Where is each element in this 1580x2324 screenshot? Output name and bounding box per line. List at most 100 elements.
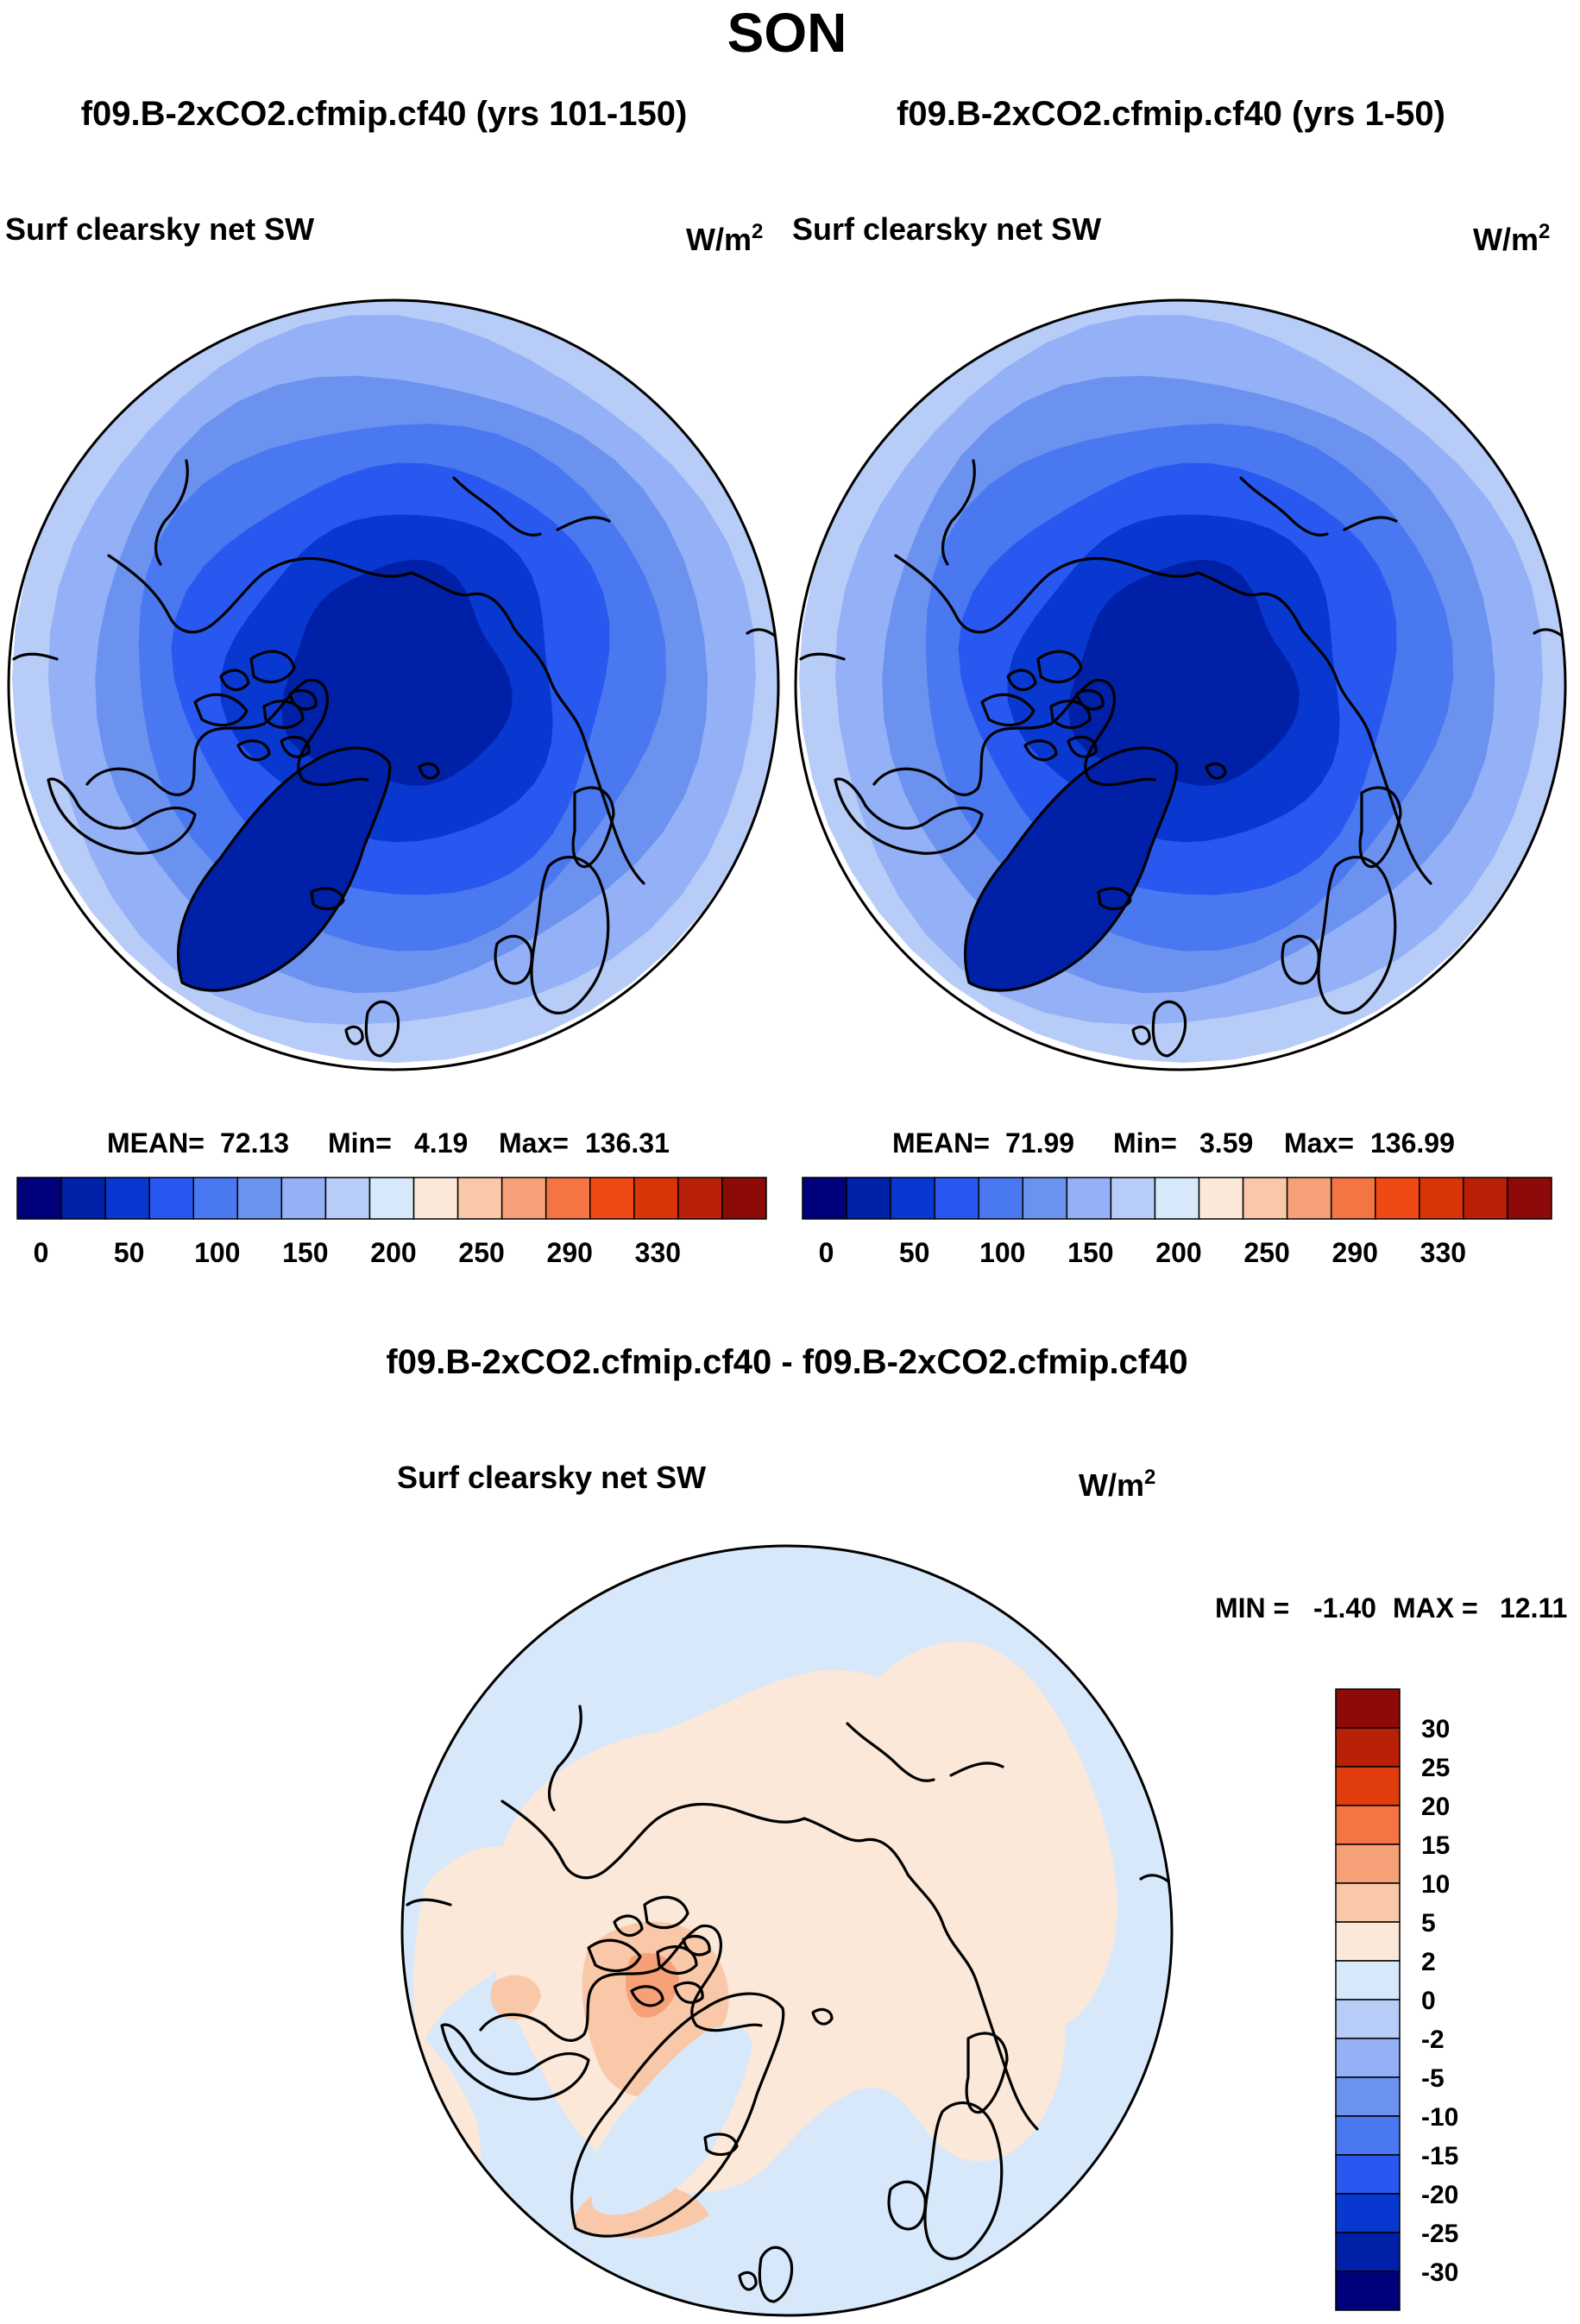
panel-c-colorbar-tick-label: -10: [1421, 2103, 1458, 2132]
panel-c-colorbar-box: [1335, 1921, 1401, 1962]
panel-b-colorbar-box: [890, 1177, 935, 1220]
panel-c-max-value: 12.11: [1500, 1592, 1567, 1624]
panel-b-colorbar-box: [1375, 1177, 1420, 1220]
panel-b-colorbar-box: [978, 1177, 1024, 1220]
panel-b-greenland-fill: [965, 748, 1177, 991]
panel-c-positive-region-canada: [412, 1846, 548, 2051]
panel-c-colorbar-tick-label: 0: [1421, 1987, 1436, 2015]
panel-b-colorbar-tick-label: 330: [1420, 1237, 1466, 1268]
panel-b: f09.B-2xCO2.cfmip.cf40 (yrs 1-50) Surf c…: [792, 95, 1567, 1268]
panel-a-colorbar-box: [368, 1177, 415, 1220]
panel-b-colorbar-box: [1463, 1177, 1508, 1220]
panel-c-colorbar-tick-label: 15: [1421, 1831, 1450, 1860]
panel-b-colorbar-tick-label: 100: [979, 1237, 1025, 1268]
panel-c-colorbar-tick-label: 20: [1421, 1793, 1450, 1821]
panel-c-map-border: [400, 1544, 1174, 2317]
panel-c-max-label: MAX =: [1393, 1592, 1478, 1624]
panel-a-map-border: [7, 298, 780, 1071]
panel-a-colorbar-tick-label: 330: [635, 1237, 681, 1268]
panel-b-variable: Surf clearsky net SW: [792, 211, 1101, 247]
panel-c-colorbar-box: [1335, 1960, 1401, 2001]
panel-b-colorbar-box: [1330, 1177, 1376, 1220]
panel-b-colorbar-box: [1110, 1177, 1156, 1220]
panel-c-greenland-negative: [590, 2026, 752, 2215]
panel-b-colorbar: 0 50 100 150 200 250 290 330: [802, 1177, 1552, 1268]
panel-a-colorbar-tick-label: 290: [547, 1237, 593, 1268]
panel-a-colorbar-box: [324, 1177, 371, 1220]
panel-c-colorbar-box: [1335, 1882, 1401, 1923]
panel-c-colorbar-box: [1335, 2193, 1401, 2233]
panel-c-colorbar-box: [1335, 2038, 1401, 2078]
panel-c-case-title: f09.B-2xCO2.cfmip.cf40 - f09.B-2xCO2.cfm…: [386, 1343, 1187, 1381]
panel-a-min-value: 4.19: [414, 1127, 468, 1159]
panel-a-colorbar-box: [633, 1177, 679, 1220]
panel-a-colorbar-tick-label: 200: [370, 1237, 416, 1268]
panel-b-min-value: 3.59: [1199, 1127, 1253, 1159]
panel-b-colorbar-tick-label: 290: [1332, 1237, 1378, 1268]
panel-b-colorbar-box: [1198, 1177, 1244, 1220]
panel-c-stats: MIN = -1.40 MAX = 12.11: [1215, 1592, 1567, 1624]
panel-c-colorbar-tick-label: -2: [1421, 2026, 1445, 2054]
panel-c-colorbar-box: [1335, 1766, 1401, 1806]
panel-a-greenland-fill: [178, 748, 390, 991]
panel-b-colorbar-tick-label: 250: [1243, 1237, 1289, 1268]
panel-b-colorbar-box: [846, 1177, 891, 1220]
panel-b-colorbar-box: [1242, 1177, 1288, 1220]
panel-a-min-label: Min=: [328, 1127, 392, 1159]
panel-b-colorbar-box: [1507, 1177, 1552, 1220]
panel-a-units: W/m2: [686, 220, 763, 257]
panel-c-colorbar-tick-label: -30: [1421, 2258, 1458, 2287]
panel-a-colorbar: 0 50 100 150 200 250 290 330: [16, 1177, 767, 1268]
panel-b-mean-value: 71.99: [1005, 1127, 1074, 1159]
panel-c-colorbar-box: [1335, 2232, 1401, 2272]
panel-c-min-value: -1.40: [1313, 1592, 1376, 1624]
panel-c-colorbar-tick-label: -25: [1421, 2220, 1458, 2248]
panel-b-colorbar-box: [802, 1177, 847, 1220]
panel-c-variable: Surf clearsky net SW: [397, 1460, 706, 1495]
panel-c-min-label: MIN =: [1215, 1592, 1289, 1624]
panel-c-units: W/m2: [1079, 1466, 1155, 1503]
panel-b-colorbar-box: [1022, 1177, 1068, 1220]
panel-a-colorbar-box: [677, 1177, 723, 1220]
panel-b-units: W/m2: [1473, 220, 1550, 257]
panel-a-colorbar-box: [280, 1177, 327, 1220]
panel-a-colorbar-box: [236, 1177, 283, 1220]
panel-c-colorbar-box: [1335, 1688, 1401, 1729]
panel-a-max-label: Max=: [499, 1127, 569, 1159]
panel-a-colorbar-box: [545, 1177, 591, 1220]
panel-c-colorbar-box: [1335, 2154, 1401, 2195]
panel-a-colorbar-tick-label: 250: [458, 1237, 504, 1268]
panel-a-colorbar-box: [60, 1177, 106, 1220]
panel-a-case-title: f09.B-2xCO2.cfmip.cf40 (yrs 101-150): [81, 95, 688, 133]
panel-b-colorbar-box: [1419, 1177, 1464, 1220]
panel-c-colorbar-box: [1335, 1999, 1401, 2039]
panel-a-max-value: 136.31: [585, 1127, 670, 1159]
panel-b-colorbar-box: [934, 1177, 979, 1220]
panel-c-colorbar-box: [1335, 2076, 1401, 2117]
panel-c-colorbar-tick-label: 25: [1421, 1754, 1450, 1782]
panel-c: f09.B-2xCO2.cfmip.cf40 - f09.B-2xCO2.cfm…: [386, 1343, 1567, 2317]
panel-a-colorbar-box: [192, 1177, 239, 1220]
panel-b-colorbar-tick-label: 200: [1155, 1237, 1201, 1268]
panel-c-colorbar-box: [1335, 2115, 1401, 2156]
panel-c-colorbar-tick-label: 10: [1421, 1870, 1450, 1899]
panel-c-positive-region-siberia: [847, 1641, 1117, 2026]
panel-a-colorbar-box: [104, 1177, 150, 1220]
panel-b-max-value: 136.99: [1370, 1127, 1455, 1159]
panel-b-max-label: Max=: [1284, 1127, 1354, 1159]
panel-a-mean-value: 72.13: [220, 1127, 289, 1159]
panel-b-map: [799, 300, 1565, 1063]
panel-b-case-title: f09.B-2xCO2.cfmip.cf40 (yrs 1-50): [897, 95, 1445, 133]
panel-b-stats: MEAN= 71.99 Min= 3.59 Max= 136.99: [892, 1127, 1455, 1159]
panel-a-colorbar-box: [589, 1177, 635, 1220]
panel-a-colorbar-box: [412, 1177, 459, 1220]
panel-a-colorbar-tick-label: 100: [194, 1237, 240, 1268]
panel-a-colorbar-box: [500, 1177, 547, 1220]
panel-c-colorbar-tick-label: 5: [1421, 1909, 1436, 1938]
panel-b-min-label: Min=: [1113, 1127, 1177, 1159]
panel-a-colorbar-box: [16, 1177, 62, 1220]
panel-c-colorbar-box: [1335, 2271, 1401, 2311]
panel-b-colorbar-box: [1066, 1177, 1112, 1220]
